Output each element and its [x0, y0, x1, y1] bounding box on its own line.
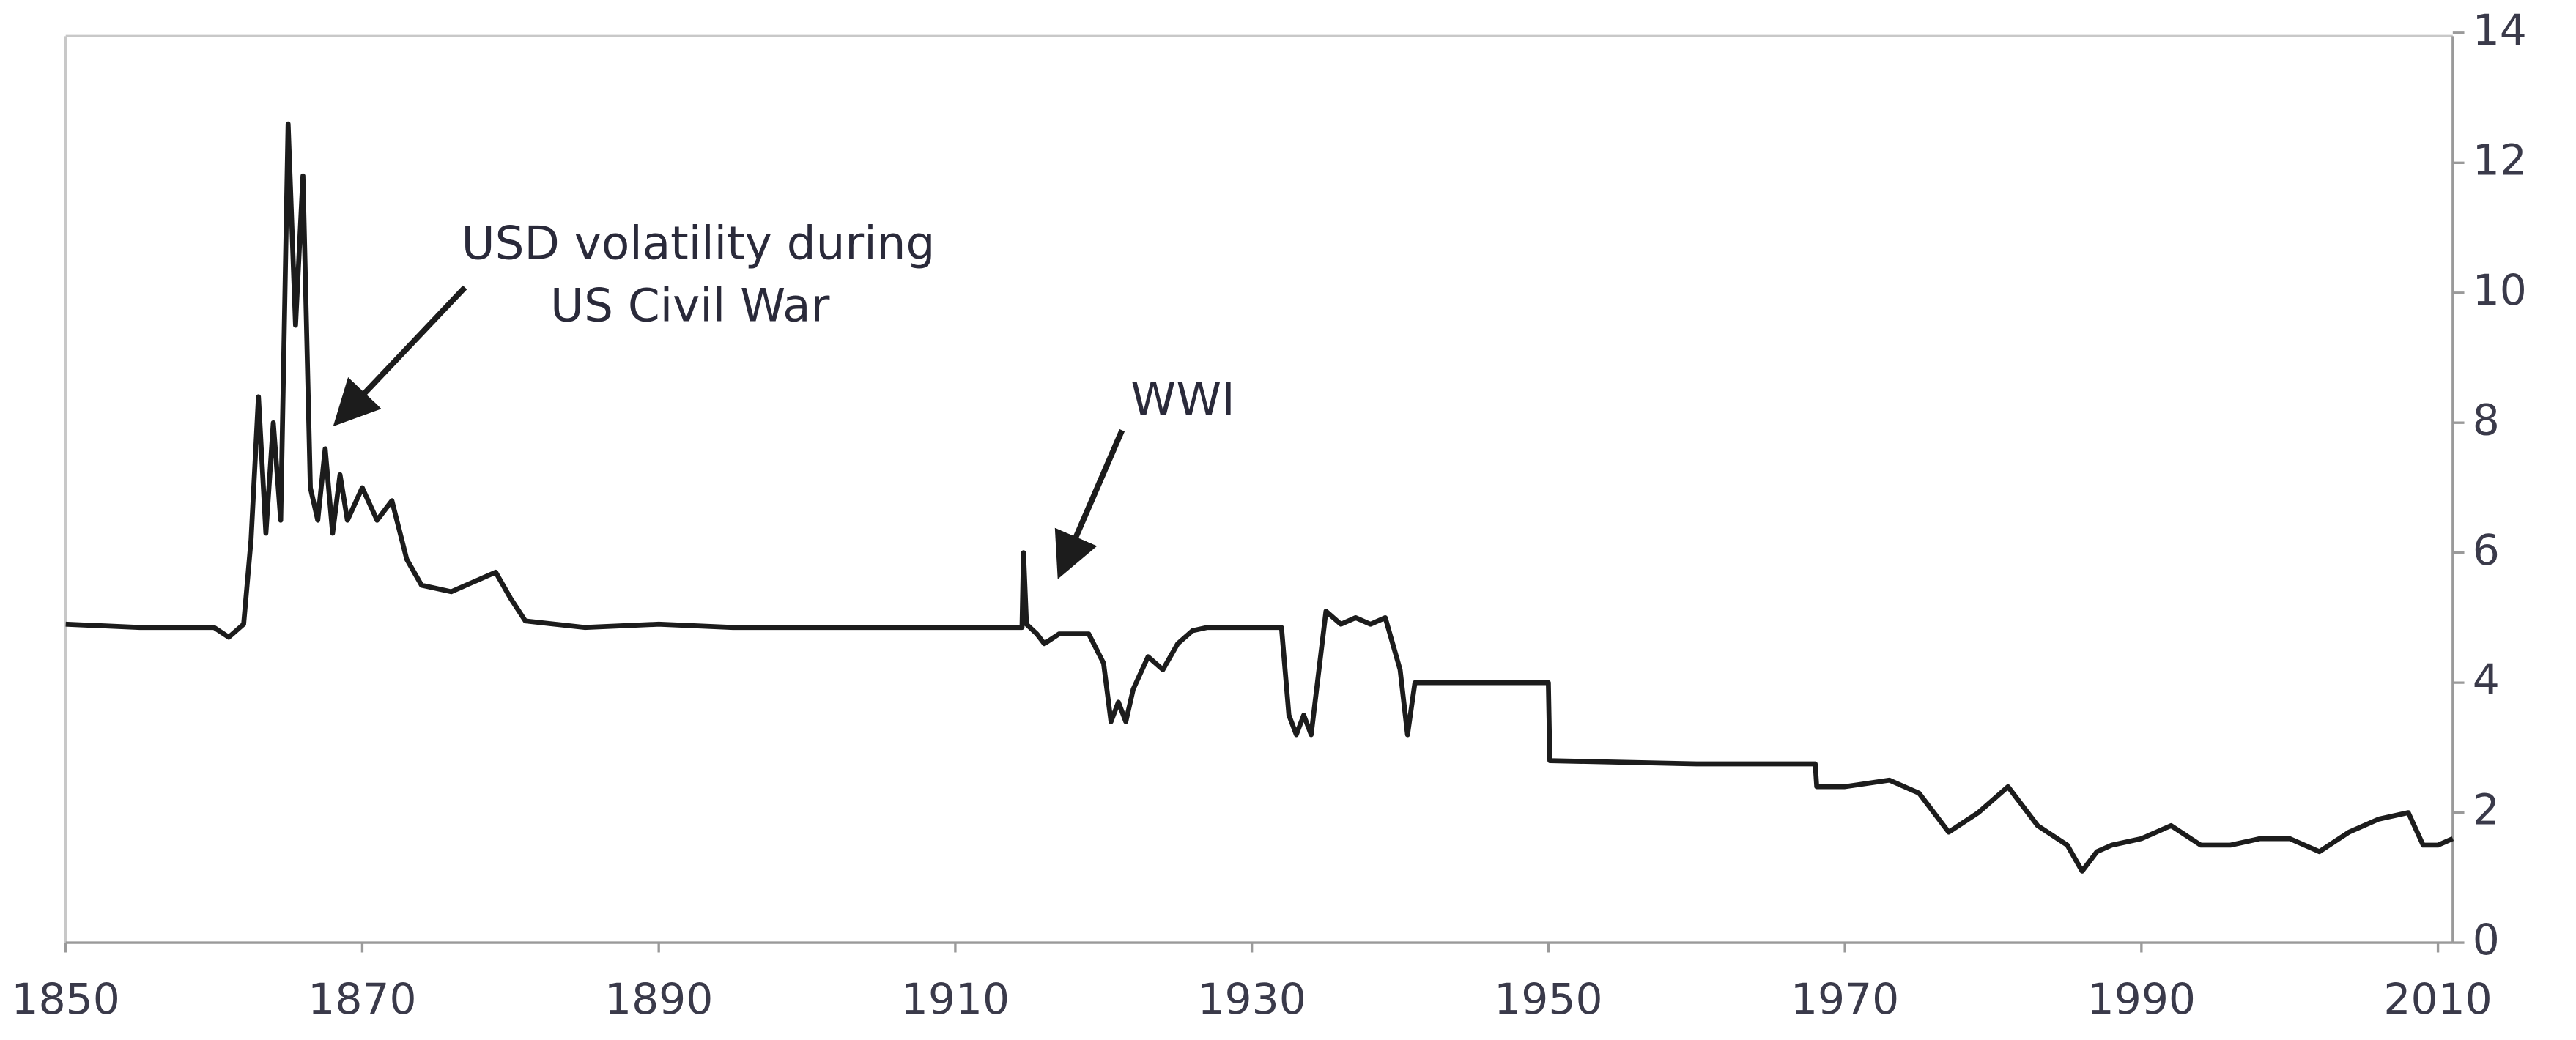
y-tick-label: 8 — [2473, 395, 2500, 445]
x-tick-label: 1930 — [1197, 974, 1306, 1024]
x-tick-label: 1990 — [2087, 974, 2196, 1024]
y-tick-label: 6 — [2473, 525, 2500, 575]
x-tick-label: 1950 — [1494, 974, 1602, 1024]
x-tick-label: 1850 — [12, 974, 120, 1024]
x-tick-label: 1970 — [1791, 974, 1899, 1024]
annotation: WWI — [1130, 372, 1235, 426]
annotation-arrow — [333, 285, 467, 427]
y-tick-label: 2 — [2473, 785, 2500, 835]
annotation: USD volatility during — [462, 216, 936, 270]
data-line — [65, 121, 2454, 874]
y-tick-label: 0 — [2473, 915, 2500, 965]
y-tick-label: 10 — [2473, 265, 2527, 315]
x-tick-label: 1910 — [901, 974, 1010, 1024]
annotation: US Civil War — [550, 279, 829, 333]
x-tick-label: 2010 — [2383, 974, 2492, 1024]
y-tick-label: 12 — [2473, 135, 2527, 185]
annotation-arrow — [1054, 428, 1125, 579]
y-tick-label: 4 — [2473, 655, 2500, 705]
x-tick-label: 1870 — [308, 974, 416, 1024]
x-tick-label: 1890 — [604, 974, 713, 1024]
y-tick-label: 14 — [2473, 5, 2527, 55]
